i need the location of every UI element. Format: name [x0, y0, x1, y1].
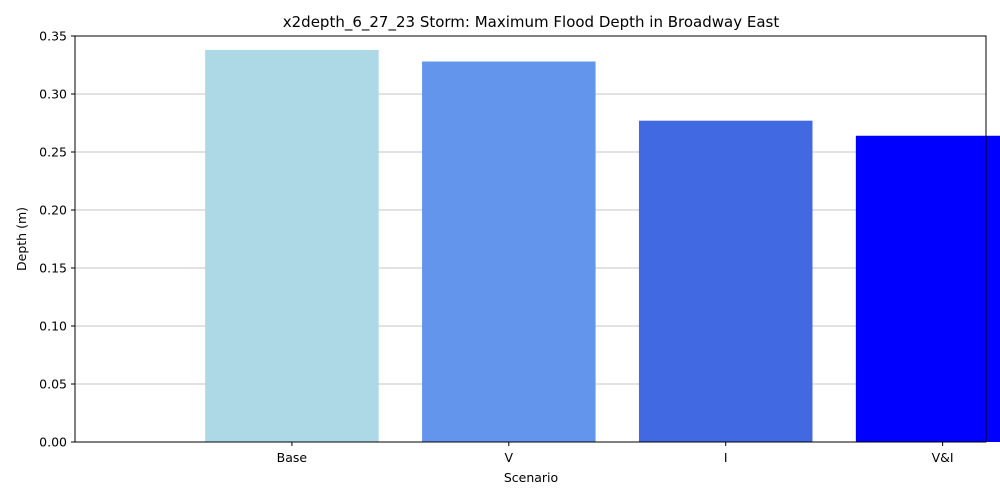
x-axis-ticks: Base V I V&I	[277, 442, 954, 465]
y-axis-label: Depth (m)	[14, 207, 29, 271]
y-tick-label: 0.35	[39, 29, 67, 44]
y-axis-ticks: 0.00 0.05 0.10 0.15 0.20 0.25 0.30 0.35	[39, 29, 75, 450]
bars	[205, 49, 1000, 443]
x-tick-label: I	[724, 450, 728, 465]
bar-V	[422, 61, 596, 443]
y-tick-label: 0.20	[39, 203, 67, 218]
x-axis-label: Scenario	[504, 470, 558, 485]
x-tick-label: Base	[277, 450, 308, 465]
y-tick-label: 0.00	[39, 435, 67, 450]
y-tick-label: 0.10	[39, 319, 67, 334]
y-tick-label: 0.30	[39, 87, 67, 102]
bar-I	[638, 120, 813, 443]
bar-V&I	[855, 135, 1000, 442]
plot-frame	[74, 35, 987, 443]
x-tick-label: V	[505, 450, 514, 465]
bar-Base	[205, 49, 379, 443]
y-tick-label: 0.05	[39, 377, 67, 392]
y-tick-label: 0.15	[39, 261, 67, 276]
y-tick-label: 0.25	[39, 145, 67, 160]
chart-title: x2depth_6_27_23 Storm: Maximum Flood Dep…	[283, 13, 780, 32]
x-tick-label: V&I	[932, 450, 954, 465]
